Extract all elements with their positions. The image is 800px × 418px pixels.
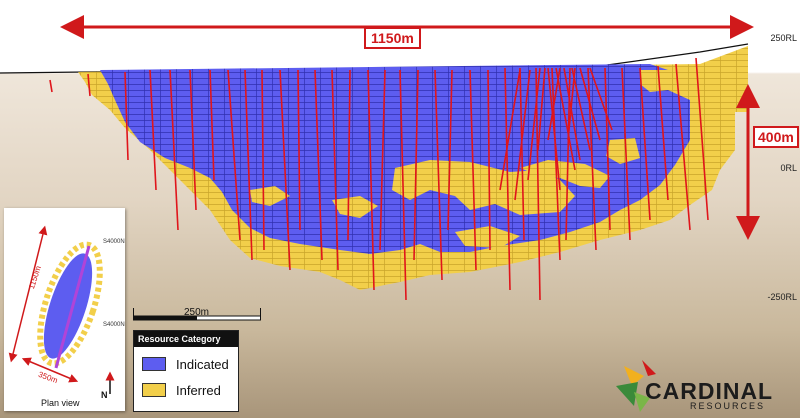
- plan-indicated: [43, 253, 93, 359]
- scale-bar: [133, 308, 261, 321]
- rl-label-mid: 0RL: [780, 163, 797, 173]
- legend-item-label: Inferred: [176, 382, 221, 398]
- plan-width-arrow: [21, 357, 79, 383]
- plan-view-title: Plan view: [41, 398, 80, 408]
- legend: Resource Category Indicated Inferred: [133, 330, 239, 412]
- inferred-swatch: [142, 383, 166, 397]
- brand-subtitle: RESOURCES: [690, 401, 766, 411]
- scale-bar-label: 250m: [184, 307, 210, 318]
- northing-label-1: S4000N: [103, 239, 125, 245]
- drill-holes: [49, 57, 709, 301]
- legend-item-inferred: Inferred: [142, 381, 221, 399]
- north-label: N: [101, 390, 108, 400]
- plan-length-arrow: [8, 225, 48, 363]
- section-line: [54, 245, 91, 369]
- brand-name: CARDINAL: [645, 378, 774, 404]
- legend-title: Resource Category: [134, 331, 238, 347]
- plan-view-inset: S4000N S4000N 1150m 350m Plan view N: [4, 208, 125, 411]
- rl-label-top: 250RL: [770, 33, 797, 43]
- cardinal-logo: [616, 360, 656, 412]
- legend-item-indicated: Indicated: [142, 355, 229, 373]
- legend-item-label: Indicated: [176, 356, 229, 372]
- rl-label-bottom: -250RL: [767, 292, 797, 302]
- depth-label: 400m: [753, 126, 799, 148]
- indicated-swatch: [142, 357, 166, 371]
- width-label: 1150m: [364, 27, 421, 49]
- northing-label-2: S4000N: [103, 322, 125, 328]
